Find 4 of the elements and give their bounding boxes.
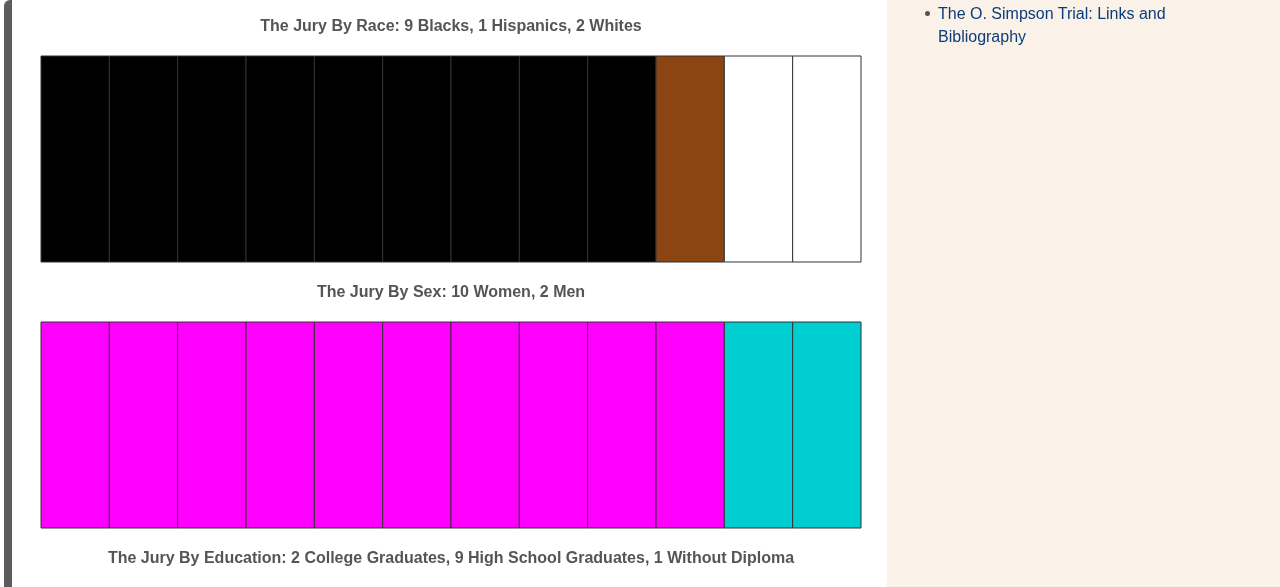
- text: The Jury By Education: 2 College Graduates, 9 High School Graduates, 1 Without Diploma: [107, 549, 795, 566]
- text: The O. Simpson Trial: Links and Bibliography: [938, 5, 1166, 45]
- chart-title: The Jury By Sex: 10 Women, 2 Men: [316, 282, 586, 300]
- chart-title: The Jury By Race: 9 Blacks, 1 Hispanics, 2 Whites: [260, 16, 642, 34]
